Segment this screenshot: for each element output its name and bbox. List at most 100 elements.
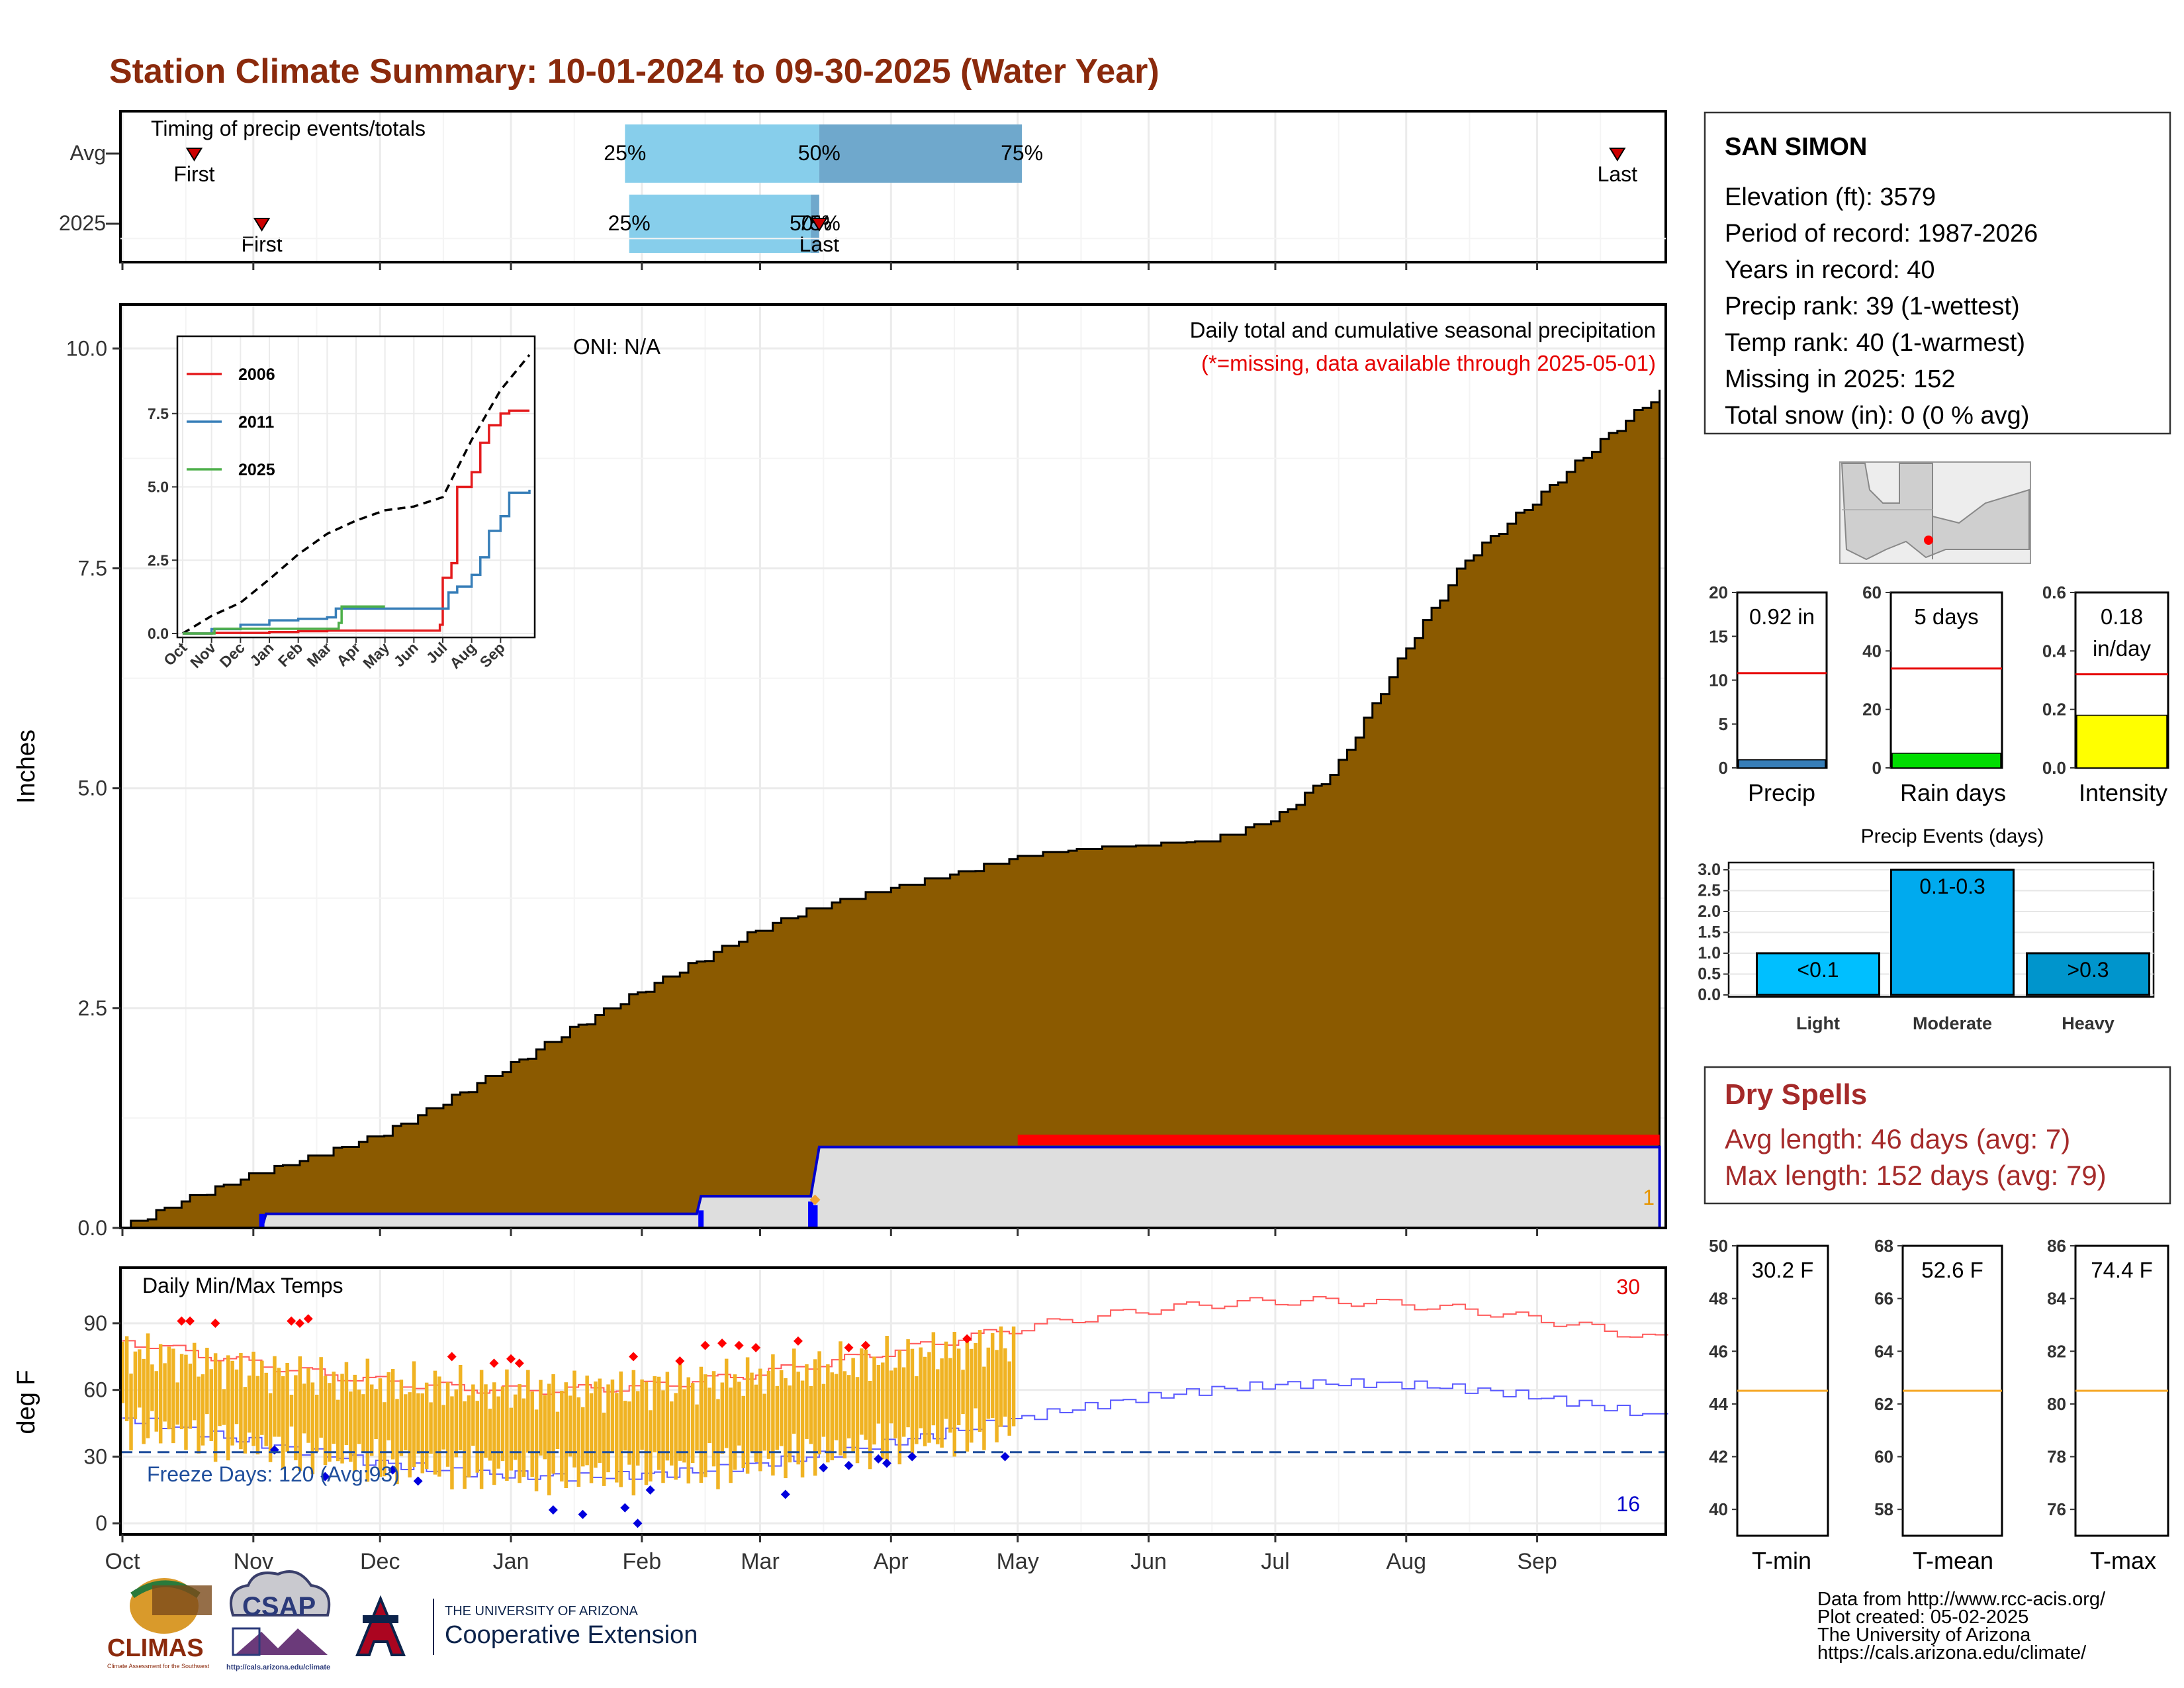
daily-temp-bar	[741, 1395, 745, 1468]
daily-temp-bar	[179, 1354, 184, 1430]
daily-temp-bar	[805, 1364, 809, 1439]
daily-temp-bar	[450, 1396, 454, 1489]
t-max-ytick-label: 84	[2047, 1289, 2066, 1309]
precip-events-chart: Precip Events (days) 0.0 0.5 1.0 1.5 2.0 2.5 3…	[1698, 825, 2155, 1033]
daily-temp-bar	[484, 1384, 488, 1458]
daily-temp-bar	[978, 1330, 982, 1432]
daily-temp-bar	[956, 1348, 961, 1425]
daily-temp-bar	[505, 1369, 509, 1481]
station-name: SAN SIMON	[1725, 133, 1867, 161]
daily-temp-bar	[606, 1384, 610, 1473]
avg-q1-bar	[625, 124, 819, 183]
daily-temp-bar	[589, 1393, 594, 1483]
daily-temp-bar	[923, 1356, 927, 1446]
daily-temp-bar	[218, 1361, 222, 1427]
daily-temp-bar	[201, 1374, 205, 1446]
events-bar-moderate	[1890, 868, 2015, 996]
rain-days-x-label: Rain days	[1900, 779, 2006, 806]
daily-temp-bar	[433, 1370, 437, 1475]
daily-temp-bar	[766, 1370, 771, 1459]
events-category-label: Heavy	[2062, 1013, 2115, 1033]
dry-spells-box: Dry Spells Avg length: 46 days (avg: 7) …	[1704, 1066, 2171, 1205]
daily-temp-bar	[475, 1401, 479, 1473]
daily-temp-bar	[353, 1374, 357, 1472]
events-ytick-label: 0.0	[1698, 986, 1721, 1004]
rain-days-ytick-label: 40	[1862, 641, 1882, 661]
freeze-days-label: Freeze Days: 120 (Avg:93)	[147, 1462, 400, 1486]
daily-temp-bar	[771, 1354, 775, 1476]
precip-ytick-label: 7.5	[78, 557, 107, 581]
t-max-ytick-label: 82	[2047, 1341, 2066, 1361]
daily-temp-bar	[437, 1376, 441, 1477]
daily-temp-bar	[247, 1375, 251, 1433]
daily-temp-bar	[298, 1356, 302, 1471]
record-low-marker	[907, 1452, 917, 1462]
timing-row-2025: 2025	[59, 211, 106, 235]
record-low-marker	[578, 1509, 588, 1519]
station-info-line: Missing in 2025: 152	[1725, 365, 1956, 393]
daily-temp-bar	[412, 1361, 416, 1468]
precip-y-axis-label: Inches	[13, 729, 40, 804]
daily-temp-bar	[792, 1348, 796, 1434]
avg-first-label: First	[173, 162, 214, 186]
daily-temp-bar	[649, 1410, 653, 1482]
daily-temp-bar	[881, 1362, 885, 1460]
daily-temp-bar	[704, 1374, 707, 1477]
avg-p50-label: 50%	[798, 141, 841, 165]
precip-total-ytick-label: 10	[1709, 671, 1728, 690]
credits: Data from http://www.rcc-acis.org/ Plot …	[1817, 1589, 2106, 1664]
daily-temp-bar	[496, 1396, 500, 1469]
station-info-box: SAN SIMON Elevation (ft): 3579 Period of …	[1704, 111, 2171, 435]
daily-temp-bar	[441, 1405, 445, 1450]
intensity-ytick-label: 0.0	[2042, 758, 2066, 778]
record-low-marker	[548, 1505, 558, 1515]
daily-temp-bar	[809, 1386, 813, 1444]
daily-temp-bar	[543, 1395, 547, 1460]
daily-temp-bar	[919, 1347, 923, 1429]
daily-temp-bar	[285, 1362, 289, 1452]
intensity-ytick-label: 0.2	[2042, 700, 2066, 720]
events-bar-light	[1756, 952, 1880, 996]
record-high-marker	[844, 1342, 854, 1352]
daily-temp-bar	[623, 1401, 627, 1451]
daily-temp-bar	[860, 1348, 864, 1435]
daily-temp-bar	[547, 1383, 551, 1495]
month-axis: Oct Nov Dec Jan Feb Mar Apr May Jun Jul Aug Sep	[105, 262, 1557, 1574]
daily-temp-bar	[758, 1368, 762, 1472]
record-high-marker	[447, 1352, 457, 1362]
daily-temp-bar	[995, 1350, 999, 1442]
y2025-p50-label: 50%	[790, 211, 832, 235]
station-info-line: Years in record: 40	[1725, 256, 1935, 284]
daily-temp-bar	[420, 1393, 425, 1474]
daily-temp-bar	[518, 1383, 522, 1483]
dry-spells-max: Max length: 152 days (avg: 79)	[1725, 1160, 2107, 1191]
record-low-marker	[620, 1503, 630, 1513]
daily-temp-bar	[826, 1364, 830, 1463]
daily-temp-bar	[897, 1350, 902, 1465]
daily-temp-bar	[1011, 1326, 1016, 1427]
events-ytick-label: 2.0	[1698, 902, 1721, 921]
daily-temp-bar	[197, 1376, 201, 1454]
daily-temp-bar	[467, 1395, 471, 1477]
intensity-x-label: Intensity	[2079, 779, 2167, 806]
daily-temp-bar	[281, 1376, 285, 1470]
daily-temp-bar	[357, 1389, 361, 1444]
temp-y-axis-label: deg F	[13, 1370, 40, 1434]
t-min-x-label: T-min	[1752, 1547, 1811, 1574]
daily-temp-bar	[944, 1341, 948, 1419]
daily-temp-bar	[349, 1391, 353, 1462]
daily-temp-bar	[893, 1368, 897, 1438]
record-high-marker	[734, 1340, 744, 1350]
daily-temp-bar	[885, 1336, 889, 1462]
record-high-marker	[751, 1342, 761, 1352]
intensity-value-label: in/day	[2093, 636, 2152, 661]
normal-min-line	[122, 1378, 1668, 1482]
daily-temp-bar	[974, 1342, 978, 1409]
record-low-marker	[819, 1463, 829, 1473]
inset-legend-label-2006: 2006	[238, 365, 275, 384]
t-min-ytick-label: 40	[1709, 1499, 1728, 1519]
daily-temp-bar	[682, 1389, 686, 1463]
